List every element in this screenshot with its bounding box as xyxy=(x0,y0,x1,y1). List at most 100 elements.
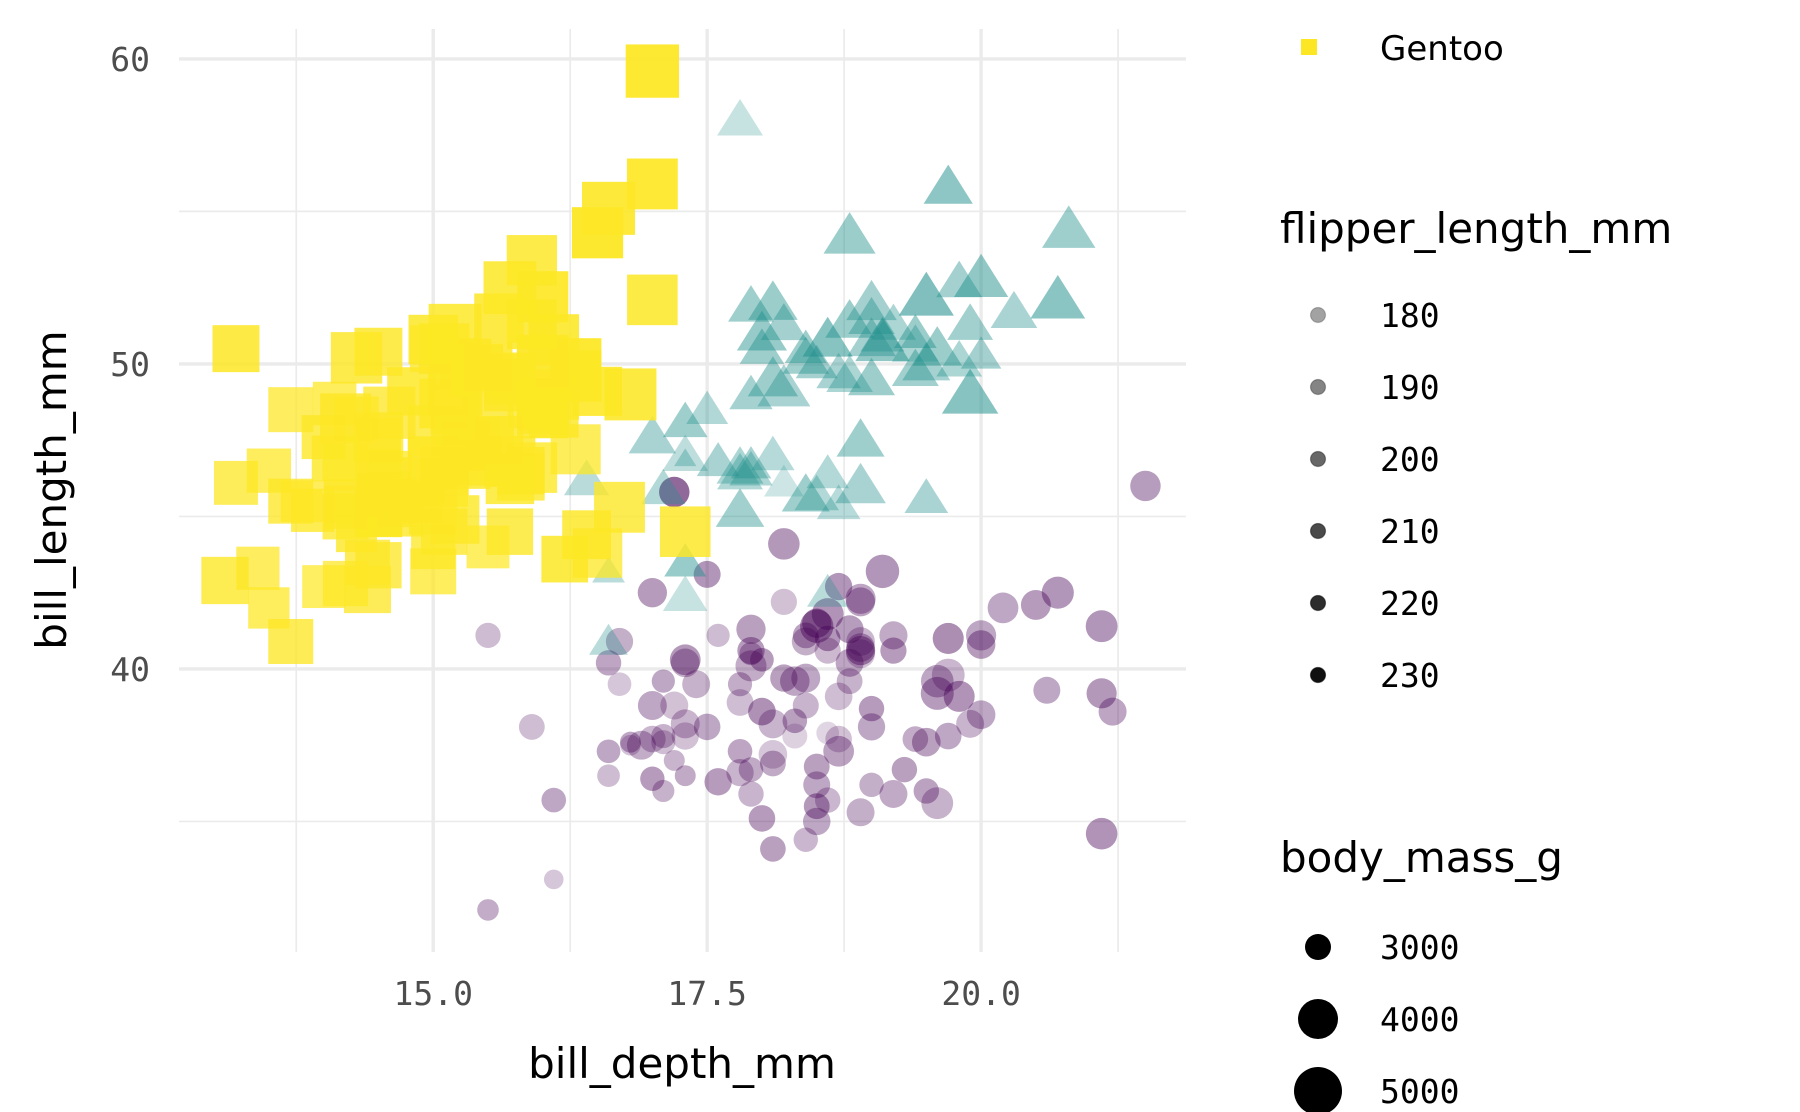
data-point-adelie xyxy=(595,650,622,676)
data-point-chinstrap xyxy=(781,473,830,512)
data-point-adelie xyxy=(845,583,876,614)
data-point-chinstrap xyxy=(696,442,740,477)
data-point-chinstrap xyxy=(782,336,830,374)
data-point-adelie xyxy=(1086,678,1117,709)
data-point-adelie xyxy=(816,721,840,745)
data-point-adelie xyxy=(803,793,830,820)
data-point-adelie xyxy=(845,635,876,666)
data-point-adelie xyxy=(518,713,545,740)
legend-label-body-mass: 5000 xyxy=(1380,1072,1459,1111)
data-point-chinstrap xyxy=(716,446,764,484)
data-point-adelie xyxy=(1130,470,1161,502)
x-tick-label: 20.0 xyxy=(941,974,1020,1013)
data-point-adelie xyxy=(639,725,666,753)
data-point-adelie xyxy=(669,644,701,676)
data-point-adelie xyxy=(674,765,696,787)
legend-key-flipper-180 xyxy=(1309,306,1327,324)
data-point-adelie xyxy=(475,622,501,649)
data-point-adelie xyxy=(1085,610,1118,643)
grid xyxy=(179,29,1186,952)
data-point-gentoo xyxy=(280,480,323,523)
data-point-chinstrap xyxy=(960,336,1002,369)
data-point-adelie xyxy=(920,664,954,698)
data-point-chinstrap xyxy=(763,464,804,497)
data-point-adelie xyxy=(835,615,864,644)
data-point-chinstrap xyxy=(953,253,1009,298)
x-axis-title: bill_depth_mm xyxy=(528,1039,836,1088)
data-point-adelie xyxy=(706,623,730,647)
data-point-chinstrap xyxy=(936,340,983,377)
data-point-chinstrap xyxy=(747,356,799,397)
data-point-adelie xyxy=(597,764,620,788)
data-point-chinstrap xyxy=(1030,274,1086,319)
data-point-adelie xyxy=(659,476,690,508)
data-point-adelie xyxy=(911,727,941,757)
data-point-chinstrap xyxy=(870,303,917,340)
data-point-gentoo xyxy=(507,379,557,428)
x-tick-label: 15.0 xyxy=(393,974,472,1013)
data-point-gentoo xyxy=(627,274,678,326)
data-point-adelie xyxy=(663,749,685,771)
data-point-chinstrap xyxy=(664,543,707,577)
data-point-adelie xyxy=(966,630,996,659)
data-point-adelie xyxy=(802,608,832,638)
data-point-adelie xyxy=(846,627,875,656)
data-point-chinstrap xyxy=(941,368,999,414)
data-point-chinstrap xyxy=(662,575,708,611)
data-point-adelie xyxy=(770,664,798,692)
body-mass-legend-title: body_mass_g xyxy=(1280,833,1563,882)
data-point-adelie xyxy=(803,771,831,799)
data-point-chinstrap xyxy=(728,285,774,322)
data-point-adelie xyxy=(782,708,808,734)
data-point-adelie xyxy=(824,572,853,601)
data-point-gentoo xyxy=(573,366,623,416)
data-point-chinstrap xyxy=(807,573,849,607)
data-point-adelie xyxy=(726,689,754,716)
data-point-gentoo xyxy=(408,314,458,365)
data-point-adelie xyxy=(791,663,821,693)
series-adelie xyxy=(475,470,1161,921)
data-point-adelie xyxy=(637,578,668,608)
data-point-adelie xyxy=(846,587,876,617)
data-point-adelie xyxy=(920,676,954,710)
data-point-adelie xyxy=(811,598,844,630)
data-point-gentoo xyxy=(572,207,624,259)
data-point-adelie xyxy=(921,787,954,820)
legend-label-flipper: 220 xyxy=(1380,584,1440,623)
data-point-gentoo xyxy=(626,158,678,210)
data-point-adelie xyxy=(748,805,776,832)
data-point-adelie xyxy=(913,778,940,804)
data-point-adelie xyxy=(670,648,700,678)
data-point-gentoo xyxy=(625,44,680,98)
legend-key-body-mass-3000 xyxy=(1305,934,1331,960)
data-point-adelie xyxy=(1033,676,1061,704)
data-point-adelie xyxy=(640,766,665,791)
data-point-chinstrap xyxy=(893,313,937,348)
legend-label-body-mass: 4000 xyxy=(1380,1000,1459,1039)
data-point-adelie xyxy=(814,625,841,652)
data-point-adelie xyxy=(748,697,776,726)
data-point-chinstrap xyxy=(846,279,897,321)
data-point-adelie xyxy=(803,753,830,780)
series-chinstrap xyxy=(563,99,1096,655)
data-point-adelie xyxy=(824,682,853,711)
data-point-adelie xyxy=(693,713,721,741)
data-point-adelie xyxy=(671,722,699,750)
data-point-chinstrap xyxy=(729,450,773,486)
data-point-chinstrap xyxy=(802,316,853,357)
data-point-chinstrap xyxy=(898,271,954,316)
data-point-gentoo xyxy=(659,506,711,557)
data-point-chinstrap xyxy=(628,415,677,454)
data-point-chinstrap xyxy=(825,299,874,338)
data-point-adelie xyxy=(846,633,875,662)
legend-key-body-mass-5000 xyxy=(1294,1067,1342,1112)
data-point-chinstrap xyxy=(795,344,838,379)
data-point-adelie xyxy=(619,731,641,753)
data-point-adelie xyxy=(1098,697,1127,726)
data-point-adelie xyxy=(737,636,765,665)
data-point-adelie xyxy=(880,637,907,664)
y-tick-label: 60 xyxy=(110,40,150,79)
data-point-chinstrap xyxy=(739,328,785,364)
data-point-gentoo xyxy=(301,415,346,460)
